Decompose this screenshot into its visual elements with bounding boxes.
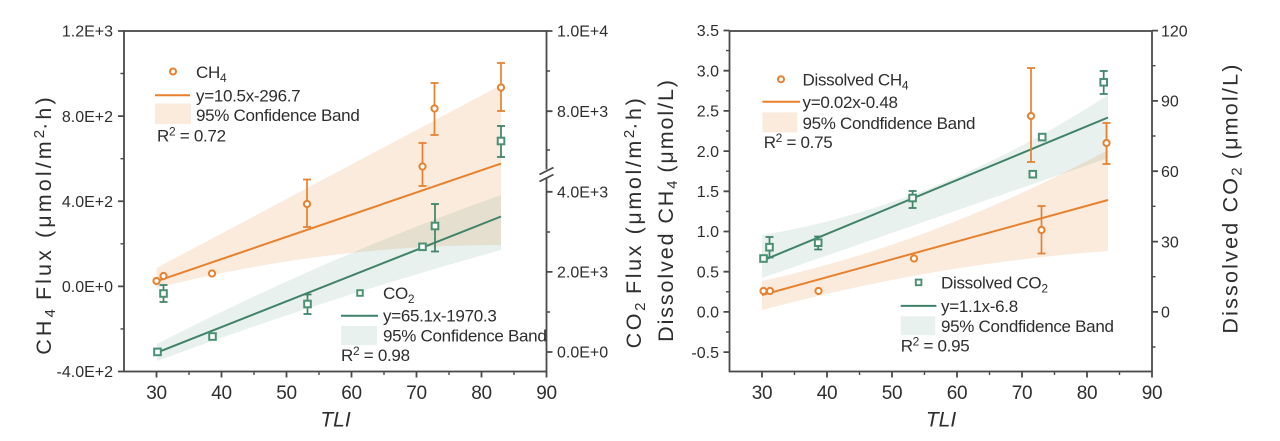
svg-text:y=1.1x-6.8: y=1.1x-6.8: [941, 297, 1018, 316]
svg-text:90: 90: [536, 383, 557, 404]
svg-text:60: 60: [341, 383, 362, 404]
svg-text:60: 60: [947, 383, 968, 404]
svg-text:3.5: 3.5: [697, 23, 719, 40]
svg-text:CO2: CO2: [383, 284, 415, 306]
svg-text:2.0: 2.0: [697, 144, 719, 161]
svg-text:R2 = 0.95: R2 = 0.95: [901, 335, 970, 356]
svg-text:0: 0: [1161, 305, 1170, 322]
svg-text:4.0E+2: 4.0E+2: [62, 194, 113, 211]
svg-text:Dissolved CH4 (μmol/L): Dissolved CH4 (μmol/L): [654, 78, 681, 342]
svg-text:90: 90: [1142, 383, 1163, 404]
svg-text:1.0E+4: 1.0E+4: [557, 24, 608, 41]
svg-text:40: 40: [211, 383, 232, 404]
svg-text:80: 80: [1077, 383, 1098, 404]
svg-text:CH4: CH4: [196, 63, 227, 85]
svg-text:30: 30: [1161, 234, 1179, 251]
svg-text:95% Confidence Band: 95% Confidence Band: [196, 106, 359, 125]
svg-text:Dissolved CH4: Dissolved CH4: [803, 71, 909, 93]
svg-text:4.0E+3: 4.0E+3: [557, 185, 608, 202]
svg-text:Dissolved CO2 (μmol/L): Dissolved CO2 (μmol/L): [1219, 62, 1246, 333]
svg-text:30: 30: [146, 383, 167, 404]
svg-text:CO2 Flux (μmol/m2·h): CO2 Flux (μmol/m2·h): [621, 96, 649, 349]
svg-text:70: 70: [1012, 383, 1033, 404]
svg-text:TLI: TLI: [926, 409, 957, 432]
svg-text:1.0: 1.0: [697, 224, 719, 241]
svg-text:0.0E+0: 0.0E+0: [62, 279, 113, 296]
svg-text:y=10.5x-296.7: y=10.5x-296.7: [196, 87, 300, 106]
svg-text:y=0.02x-0.48: y=0.02x-0.48: [803, 93, 898, 112]
svg-text:TLI: TLI: [320, 409, 351, 432]
svg-text:95% Confidence Band: 95% Confidence Band: [383, 327, 546, 346]
svg-text:95% Condfidence Band: 95% Condfidence Band: [803, 114, 976, 133]
svg-text:R2 = 0.72: R2 = 0.72: [157, 124, 226, 145]
svg-text:40: 40: [817, 383, 838, 404]
svg-text:0.0: 0.0: [697, 305, 719, 322]
svg-text:1.5: 1.5: [697, 184, 719, 201]
svg-text:0.5: 0.5: [697, 264, 719, 281]
svg-text:1.2E+3: 1.2E+3: [62, 24, 113, 41]
svg-text:8.0E+3: 8.0E+3: [557, 104, 608, 121]
svg-text:2.0E+3: 2.0E+3: [557, 265, 608, 282]
svg-text:0.0E+0: 0.0E+0: [557, 345, 608, 362]
svg-text:50: 50: [882, 383, 903, 404]
svg-text:60: 60: [1161, 164, 1179, 181]
svg-text:Dissolved CO2: Dissolved CO2: [941, 274, 1048, 296]
svg-text:80: 80: [471, 383, 492, 404]
svg-text:y=65.1x-1970.3: y=65.1x-1970.3: [383, 307, 496, 326]
svg-text:30: 30: [752, 383, 773, 404]
svg-text:70: 70: [406, 383, 427, 404]
svg-text:R2 = 0.98: R2 = 0.98: [341, 344, 410, 365]
svg-text:95% Condfidence Band: 95% Condfidence Band: [941, 317, 1114, 336]
svg-text:3.0: 3.0: [697, 63, 719, 80]
svg-text:2.5: 2.5: [697, 104, 719, 121]
svg-text:90: 90: [1161, 94, 1179, 111]
svg-text:50: 50: [276, 383, 297, 404]
svg-text:-0.5: -0.5: [691, 345, 719, 362]
svg-text:120: 120: [1161, 23, 1188, 40]
svg-text:8.0E+2: 8.0E+2: [62, 109, 113, 126]
svg-text:R2 = 0.75: R2 = 0.75: [764, 131, 833, 152]
svg-text:-4.0E+2: -4.0E+2: [57, 364, 114, 381]
